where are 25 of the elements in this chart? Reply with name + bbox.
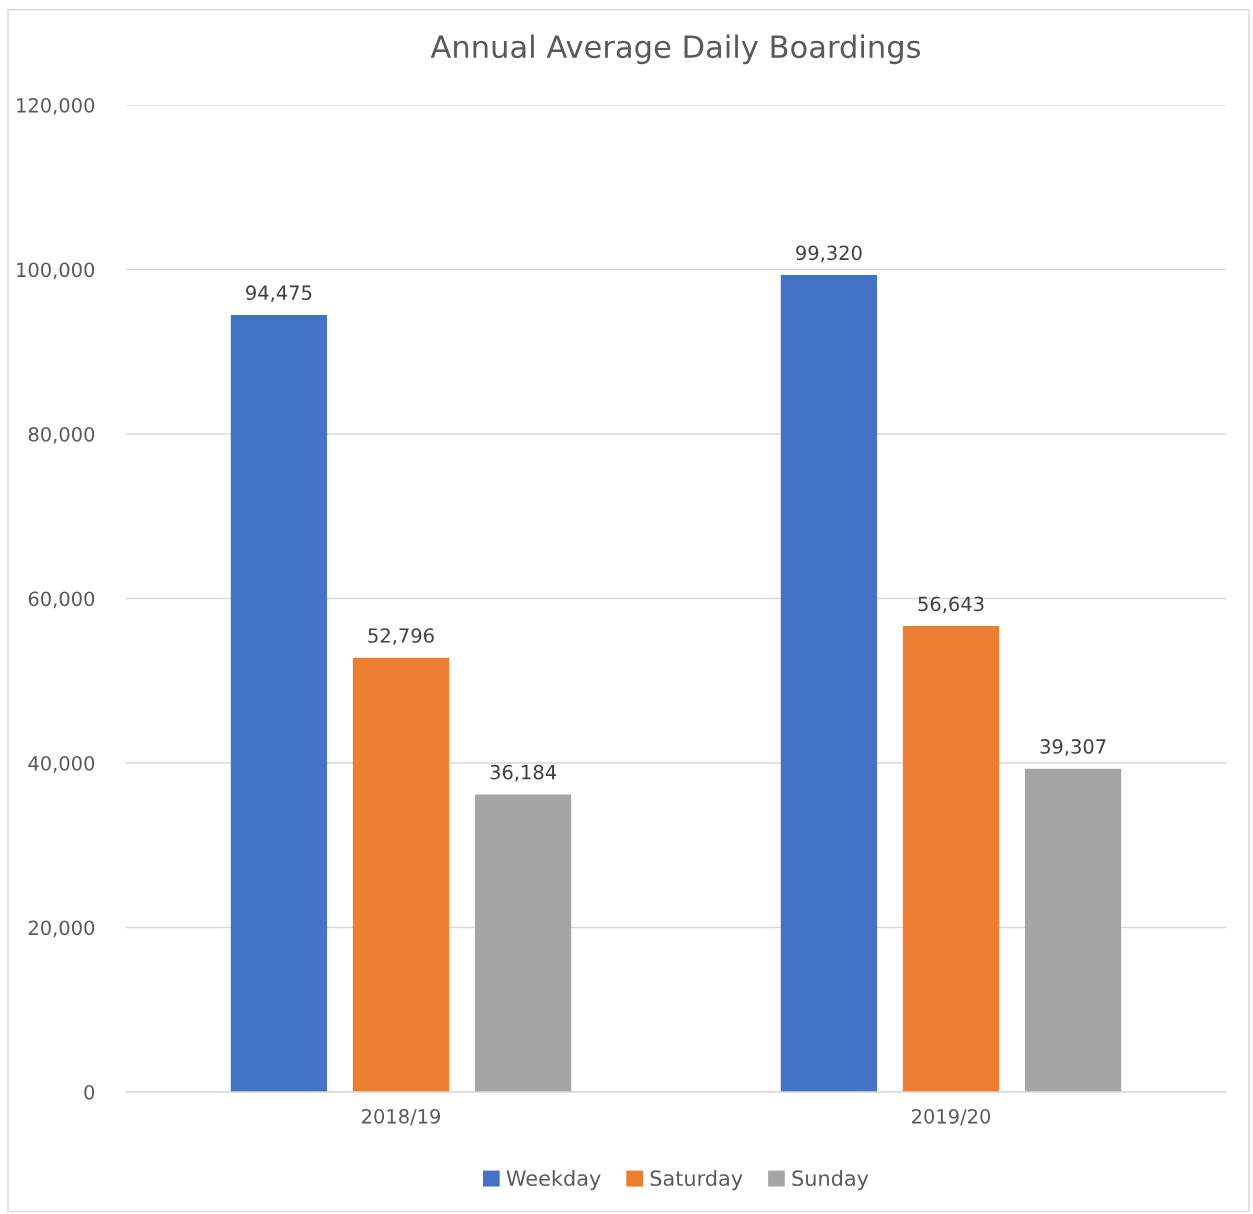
- x-tick-label: 2019/20: [912, 1109, 991, 1126]
- y-tick-label: 120,000: [17, 97, 95, 115]
- legend-label: Saturday: [650, 1169, 743, 1191]
- y-tick-label: 80,000: [28, 426, 95, 444]
- bar: [474, 794, 572, 1092]
- y-tick-label: 100,000: [17, 262, 95, 280]
- bar: [352, 657, 450, 1092]
- y-tick-label: 60,000: [28, 591, 95, 609]
- legend-label: Sunday: [792, 1169, 869, 1191]
- data-label: 36,184: [490, 764, 557, 782]
- y-tick-label: 0: [84, 1084, 95, 1100]
- bar: [780, 275, 878, 1092]
- data-label: 99,320: [796, 245, 862, 263]
- bar: [230, 314, 328, 1092]
- legend-label: Weekday: [506, 1169, 601, 1191]
- bar: [902, 626, 1000, 1092]
- bar: [1024, 768, 1122, 1092]
- data-label: 39,307: [1040, 739, 1106, 756]
- y-tick-label: 20,000: [28, 920, 95, 938]
- chart-title: Annual Average Daily Boardings: [430, 34, 921, 65]
- data-label: 94,475: [246, 285, 312, 303]
- data-label: 56,643: [918, 596, 984, 614]
- y-tick-label: 40,000: [28, 755, 95, 773]
- data-label: 52,796: [368, 628, 434, 645]
- x-tick-label: 2018/19: [362, 1109, 441, 1126]
